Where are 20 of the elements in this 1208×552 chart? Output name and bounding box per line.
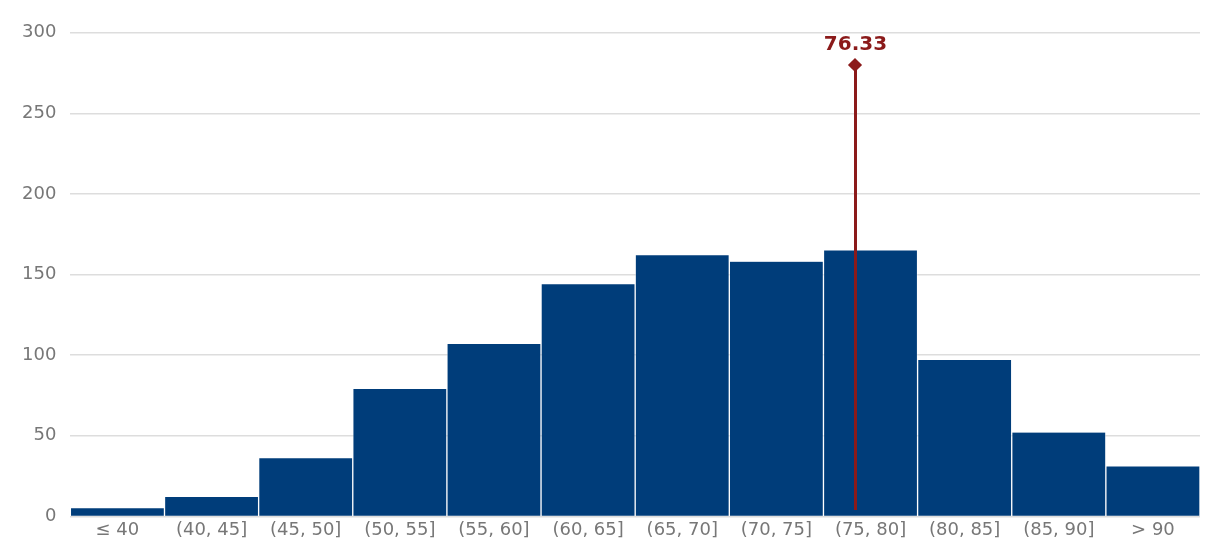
x-tick-label: (55, 60] [458,517,530,539]
y-tick-label: 0 [44,504,57,526]
annotation: 76.33 [823,31,888,56]
x-tick-label: (70, 75] [740,517,813,539]
y-tick-label: 300 [22,20,57,42]
y-tick-label: 100 [22,342,57,364]
x-tick-label: (45, 50] [270,517,342,539]
x-tick-label: ≤ 40 [95,517,140,539]
x-tick-label: (75, 80] [834,517,907,539]
y-tick-label: 200 [22,181,57,203]
x-tick-label: (50, 55] [364,517,436,539]
y-tick-label: 50 [33,423,57,445]
x-tick-label: (40, 45] [175,517,248,539]
x-tick-label: (60, 65] [552,517,624,539]
x-tick-label: > 90 [1131,517,1175,539]
x-tick-label: (80, 85] [929,517,1001,539]
y-tick-label: 150 [22,262,57,284]
x-tick-label: (85, 90] [1023,517,1095,539]
x-tick-label: (65, 70] [646,517,718,539]
y-tick-label: 250 [22,101,57,123]
